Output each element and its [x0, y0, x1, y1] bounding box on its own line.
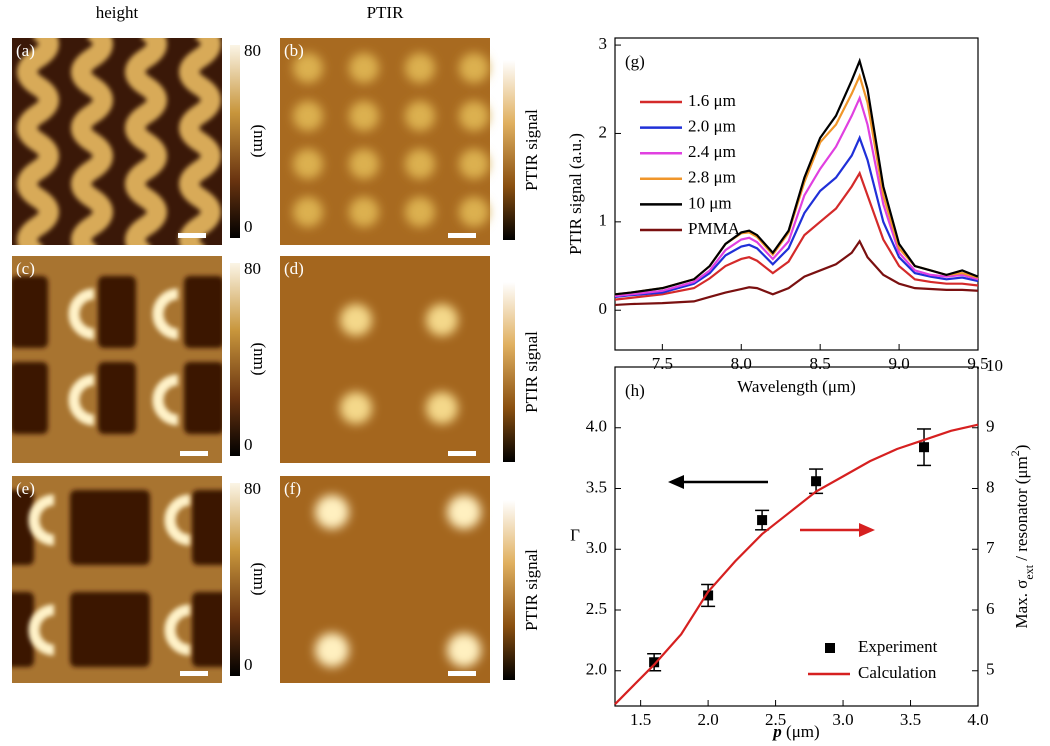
y-tick-label: 2.5	[586, 599, 607, 618]
y-tick-label: 1	[599, 211, 608, 230]
x-tick-label: 3.0	[832, 710, 853, 729]
panel-label: (g)	[625, 52, 645, 71]
x-tick-label: 2.0	[697, 710, 718, 729]
label-part: )	[1012, 445, 1031, 451]
data-point	[649, 657, 660, 668]
legend-label: 1.6 μm	[688, 91, 736, 110]
label-part: ext	[1022, 564, 1036, 579]
colorbar-max: 80	[244, 259, 261, 278]
colorbar-label: PTIR signal	[522, 331, 541, 413]
legend-label: 2.8 μm	[688, 168, 736, 187]
y-tick-label: 2	[599, 122, 608, 141]
colorbar-min: 0	[244, 217, 253, 236]
legend-label: Experiment	[858, 637, 938, 656]
colorbar-max: 80	[244, 479, 261, 498]
y2-tick-label: 9	[986, 417, 995, 436]
data-point	[919, 442, 930, 453]
height-image	[12, 256, 222, 463]
panel-label: (a)	[16, 41, 35, 60]
y-tick-label: 0	[599, 299, 608, 318]
y-tick-label: 3	[599, 34, 608, 53]
label-part: (μm)	[782, 722, 820, 741]
colorbar	[230, 483, 240, 676]
y-tick-label: 3.5	[586, 477, 607, 496]
x-tick-label: 4.0	[967, 710, 988, 729]
height-image	[12, 476, 222, 683]
y2-tick-label: 5	[986, 660, 995, 679]
plot-frame	[614, 37, 979, 351]
legend-label: Calculation	[858, 663, 937, 682]
data-point	[757, 515, 768, 526]
ptir-image	[280, 38, 490, 245]
colorbar-min: 0	[244, 435, 253, 454]
legend-label: 10 μm	[688, 193, 732, 212]
x-tick-label: 7.5	[652, 354, 673, 373]
panel-label: (h)	[625, 381, 645, 400]
y2-axis-label: Max. σext / resonator (μm2)	[1008, 445, 1036, 629]
colorbar-label: PTIR signal	[522, 549, 541, 631]
colorbar-unit: (nm)	[250, 562, 269, 595]
x-tick-label: 9.0	[888, 354, 909, 373]
label-part: Max. σ	[1012, 580, 1031, 629]
y-tick-label: 3.0	[586, 538, 607, 557]
colorbar-label: PTIR signal	[522, 109, 541, 191]
colorbar-max: 80	[244, 41, 261, 60]
legend-label: 2.4 μm	[688, 142, 736, 161]
plot-frame	[614, 366, 979, 707]
x-tick-label: 9.5	[967, 354, 988, 373]
y2-tick-label: 7	[986, 538, 995, 557]
x-tick-label: 8.0	[731, 354, 752, 373]
y-axis-label: PTIR signal (a.u.)	[566, 133, 585, 255]
panel-label: (d)	[284, 259, 304, 278]
spectrum-line	[614, 94, 979, 298]
spectrum-line	[614, 170, 979, 301]
colorbar	[230, 45, 240, 238]
height-image	[12, 38, 222, 245]
arrow	[800, 523, 875, 537]
x-tick-label: 8.5	[810, 354, 831, 373]
x-axis-label: p (μm)	[771, 722, 819, 741]
spectrum-line	[614, 134, 979, 299]
spectrum-line	[614, 239, 979, 307]
colorbar	[503, 500, 515, 680]
colorbar	[503, 60, 515, 240]
legend-swatch	[825, 643, 835, 653]
colorbar-unit: (nm)	[250, 124, 269, 157]
panel-label: (e)	[16, 479, 35, 498]
x-tick-label: 2.5	[765, 710, 786, 729]
x-tick-label: 1.5	[630, 710, 651, 729]
y-tick-label: 2.0	[586, 660, 607, 679]
spectrum-line	[614, 72, 979, 296]
colorbar	[503, 282, 515, 462]
y2-tick-label: 8	[986, 477, 995, 496]
y2-tick-label: 6	[986, 599, 995, 618]
panel-label: (c)	[16, 259, 35, 278]
legend-label: 2.0 μm	[688, 117, 736, 136]
ptir-image	[280, 476, 490, 683]
colorbar-unit: (nm)	[250, 342, 269, 375]
panel-label: (f)	[284, 479, 301, 498]
column-title: PTIR	[367, 3, 405, 22]
y2-tick-label: 10	[986, 356, 1003, 375]
spectrum-line	[614, 57, 979, 296]
y-tick-label: 4.0	[586, 417, 607, 436]
arrow	[668, 475, 768, 489]
panel-label: (b)	[284, 41, 304, 60]
label-part: p	[771, 722, 782, 741]
label-part: / resonator (μm	[1012, 456, 1031, 565]
x-axis-label: Wavelength (μm)	[737, 377, 856, 396]
data-point	[811, 476, 822, 487]
y-axis-label: Γ	[570, 525, 580, 544]
x-tick-label: 3.5	[900, 710, 921, 729]
colorbar	[230, 263, 240, 456]
legend-label: PMMA	[688, 219, 741, 238]
colorbar-min: 0	[244, 655, 253, 674]
calculation-line	[614, 423, 979, 705]
label-part: 2	[1008, 450, 1022, 456]
data-point	[703, 590, 714, 601]
column-title: height	[96, 3, 139, 22]
ptir-image	[280, 256, 490, 463]
